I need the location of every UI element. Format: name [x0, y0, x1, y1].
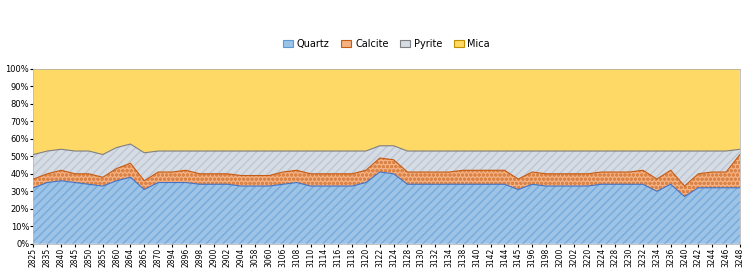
Legend: Quartz, Calcite, Pyrite, Mica: Quartz, Calcite, Pyrite, Mica: [280, 35, 494, 53]
